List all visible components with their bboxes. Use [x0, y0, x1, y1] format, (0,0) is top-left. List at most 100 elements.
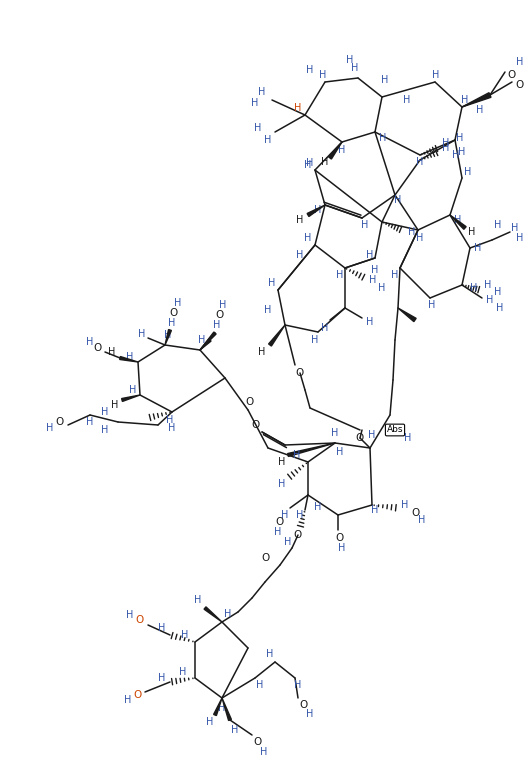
Text: H: H	[306, 158, 314, 168]
Text: H: H	[294, 680, 302, 690]
Text: O: O	[136, 615, 144, 625]
Text: O: O	[276, 517, 284, 527]
Text: H: H	[264, 135, 272, 145]
Polygon shape	[222, 698, 231, 720]
Text: O: O	[294, 530, 302, 540]
Text: H: H	[174, 298, 182, 308]
Text: H: H	[138, 329, 146, 339]
Text: H: H	[218, 703, 226, 713]
Text: H: H	[428, 300, 436, 310]
Text: H: H	[392, 270, 398, 280]
Text: H: H	[126, 352, 134, 362]
Text: O: O	[254, 737, 262, 747]
Text: H: H	[454, 215, 462, 225]
Text: H: H	[401, 500, 409, 510]
Text: H: H	[371, 505, 379, 515]
Text: H: H	[378, 283, 386, 293]
Polygon shape	[165, 330, 171, 345]
Text: H: H	[361, 220, 369, 230]
Polygon shape	[269, 325, 285, 346]
Text: H: H	[381, 75, 389, 85]
Text: H: H	[379, 133, 387, 143]
Text: H: H	[194, 595, 202, 605]
Polygon shape	[288, 443, 335, 456]
Text: H: H	[321, 157, 329, 167]
Text: O: O	[134, 690, 142, 700]
Text: H: H	[346, 55, 354, 65]
Text: H: H	[293, 450, 301, 460]
Text: H: H	[476, 105, 484, 115]
Text: H: H	[294, 103, 302, 113]
Text: H: H	[129, 385, 137, 395]
Text: H: H	[86, 417, 94, 427]
Text: H: H	[126, 610, 134, 620]
Text: H: H	[296, 510, 304, 520]
Text: H: H	[351, 63, 359, 73]
Text: H: H	[409, 227, 415, 237]
Text: H: H	[304, 233, 312, 243]
Text: H: H	[456, 133, 464, 143]
Text: H: H	[268, 278, 276, 288]
Text: O: O	[251, 420, 259, 430]
Text: H: H	[231, 725, 239, 735]
Text: H: H	[296, 250, 304, 260]
Text: H: H	[168, 318, 176, 328]
Text: H: H	[101, 425, 109, 435]
Text: H: H	[213, 320, 221, 330]
Text: H: H	[475, 243, 481, 253]
Text: O: O	[411, 508, 419, 518]
Text: H: H	[321, 323, 329, 333]
Text: H: H	[464, 167, 472, 177]
Text: H: H	[517, 233, 523, 243]
Text: H: H	[367, 250, 373, 260]
Text: H: H	[181, 630, 189, 640]
Text: H: H	[86, 337, 94, 347]
Polygon shape	[214, 698, 222, 715]
Text: H: H	[371, 265, 379, 275]
Polygon shape	[122, 395, 140, 401]
Text: H: H	[367, 317, 373, 327]
Polygon shape	[307, 205, 325, 217]
Text: O: O	[515, 80, 523, 90]
Text: H: H	[264, 305, 272, 315]
Text: H: H	[254, 123, 262, 133]
Text: H: H	[179, 667, 187, 677]
Text: H: H	[304, 160, 312, 170]
Text: H: H	[284, 537, 292, 547]
Polygon shape	[462, 92, 491, 107]
Text: H: H	[306, 709, 314, 719]
Polygon shape	[450, 215, 466, 230]
Polygon shape	[200, 339, 211, 350]
Text: H: H	[296, 215, 304, 225]
Text: H: H	[442, 138, 450, 148]
Text: H: H	[167, 415, 173, 425]
Text: H: H	[101, 407, 109, 417]
Text: H: H	[417, 157, 423, 167]
Text: H: H	[225, 609, 232, 619]
Text: H: H	[468, 227, 476, 237]
Text: O: O	[246, 397, 254, 407]
Text: H: H	[198, 335, 206, 345]
Text: H: H	[461, 95, 469, 105]
Text: H: H	[219, 300, 227, 310]
Text: H: H	[338, 543, 346, 553]
Text: O: O	[356, 433, 364, 443]
Text: H: H	[433, 70, 439, 80]
Polygon shape	[120, 356, 138, 362]
Text: H: H	[251, 98, 259, 108]
Text: H: H	[368, 430, 376, 440]
Text: H: H	[418, 515, 426, 525]
Polygon shape	[204, 607, 222, 622]
Text: H: H	[442, 143, 450, 153]
Text: H: H	[260, 747, 268, 757]
Text: O: O	[170, 308, 178, 318]
Text: H: H	[486, 295, 494, 305]
Text: H: H	[494, 287, 502, 297]
Text: H: H	[452, 150, 460, 160]
Text: H: H	[336, 270, 344, 280]
Text: H: H	[109, 347, 115, 357]
Text: H: H	[159, 623, 165, 633]
Text: H: H	[403, 95, 411, 105]
Text: H: H	[517, 57, 523, 67]
Text: H: H	[496, 303, 504, 313]
